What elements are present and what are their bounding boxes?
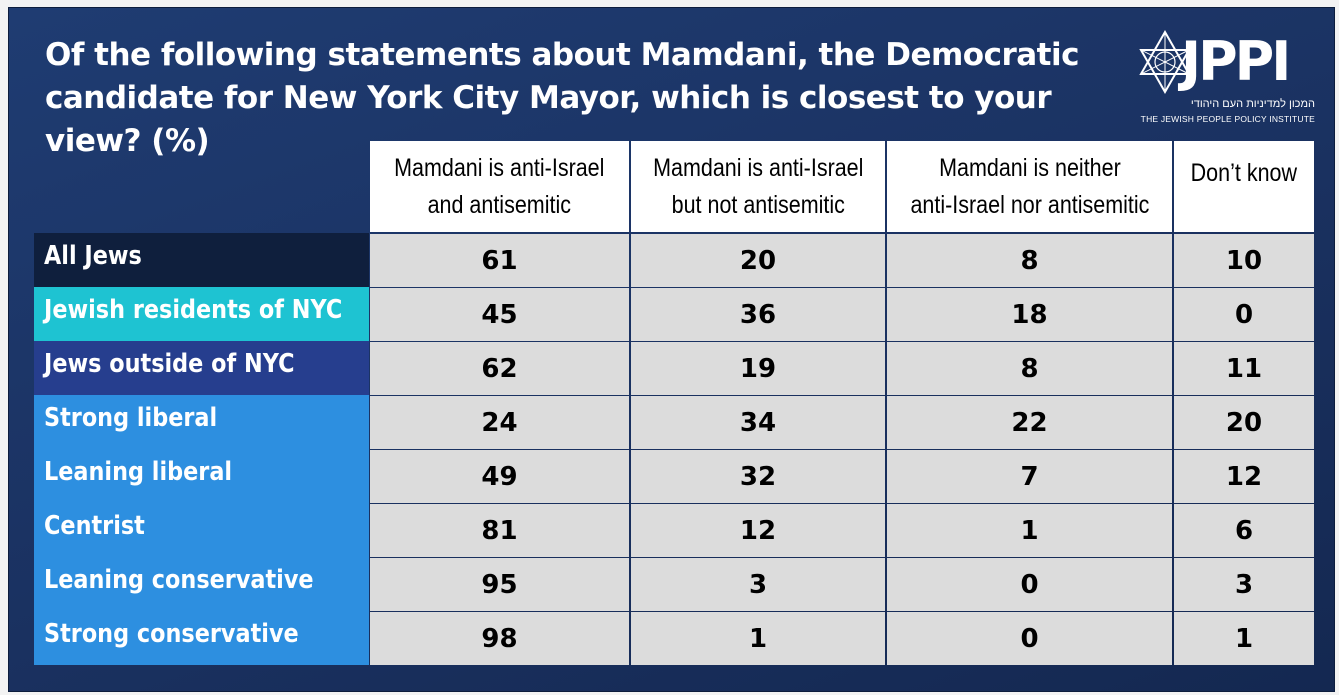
- table-cell: 6: [1174, 504, 1314, 557]
- table-cell: 62: [370, 342, 629, 395]
- table-cell: 45: [370, 288, 629, 341]
- table-cell: 19: [631, 342, 885, 395]
- table-cell: 36: [631, 288, 885, 341]
- logo-hebrew-text: המכון למדיניות העם היהודי: [1190, 98, 1315, 110]
- chart-title: Of the following statements about Mamdan…: [45, 37, 1079, 159]
- table-cell: 3: [631, 558, 885, 611]
- table-cell: 8: [887, 342, 1172, 395]
- table-cell: 18: [887, 288, 1172, 341]
- table-cell: 81: [370, 504, 629, 557]
- row-label-text: Leaning conservative: [44, 565, 314, 595]
- row-label: Strong liberal: [34, 395, 369, 449]
- row-label: Jewish residents of NYC: [34, 287, 369, 341]
- table-cell: 7: [887, 450, 1172, 503]
- column-header: Don’t know: [1174, 141, 1314, 232]
- table-cell: 20: [631, 234, 885, 287]
- column-header-label: Mamdani is neither anti-Israel nor antise…: [909, 153, 1149, 219]
- table-cell: 34: [631, 396, 885, 449]
- table-cell: 22: [887, 396, 1172, 449]
- star-of-david-icon: [1139, 30, 1191, 94]
- table-cell: 10: [1174, 234, 1314, 287]
- table-cell: 20: [1174, 396, 1314, 449]
- row-label-text: Centrist: [44, 511, 145, 541]
- row-label-text: Strong conservative: [44, 619, 299, 649]
- table-cell: 0: [1174, 288, 1314, 341]
- chart-frame: Of the following statements about Mamdan…: [8, 7, 1335, 692]
- table-cell: 12: [1174, 450, 1314, 503]
- table-cell: 98: [370, 612, 629, 665]
- row-label-text: Jews outside of NYC: [44, 349, 295, 379]
- table-cell: 24: [370, 396, 629, 449]
- column-header: Mamdani is neither anti-Israel nor antise…: [887, 141, 1172, 232]
- row-label: Centrist: [34, 503, 369, 557]
- row-label-text: Jewish residents of NYC: [44, 295, 343, 325]
- table-cell: 3: [1174, 558, 1314, 611]
- logo-wordmark: JPPI: [1181, 30, 1291, 93]
- row-label-text: Strong liberal: [44, 403, 218, 433]
- column-header-label: Don’t know: [1190, 159, 1298, 187]
- row-label: Jews outside of NYC: [34, 341, 369, 395]
- table-cell: 0: [887, 558, 1172, 611]
- table-cell: 8: [887, 234, 1172, 287]
- table-cell: 95: [370, 558, 629, 611]
- row-label: Strong conservative: [34, 611, 369, 665]
- row-label: Leaning liberal: [34, 449, 369, 503]
- table-cell: 1: [631, 612, 885, 665]
- row-label: Leaning conservative: [34, 557, 369, 611]
- table-cell: 49: [370, 450, 629, 503]
- column-header: Mamdani is anti-Israel but not antisemiti…: [631, 141, 885, 232]
- row-label-text: All Jews: [44, 241, 142, 271]
- column-header-label: Mamdani is anti-Israel and antisemitic: [394, 153, 605, 219]
- jppi-logo: JPPI המכון למדיניות העם היהודי THE JEWIS…: [1137, 28, 1317, 128]
- column-header-label: Mamdani is anti-Israel but not antisemiti…: [652, 153, 864, 219]
- table-cell: 1: [1174, 612, 1314, 665]
- table-cell: 1: [887, 504, 1172, 557]
- table-cell: 11: [1174, 342, 1314, 395]
- row-label: All Jews: [34, 233, 369, 287]
- table-cell: 12: [631, 504, 885, 557]
- table-cell: 0: [887, 612, 1172, 665]
- logo-english-text: THE JEWISH PEOPLE POLICY INSTITUTE: [1140, 114, 1315, 124]
- row-label-text: Leaning liberal: [44, 457, 233, 487]
- column-header: Mamdani is anti-Israel and antisemitic: [370, 141, 629, 232]
- table-cell: 32: [631, 450, 885, 503]
- table-cell: 61: [370, 234, 629, 287]
